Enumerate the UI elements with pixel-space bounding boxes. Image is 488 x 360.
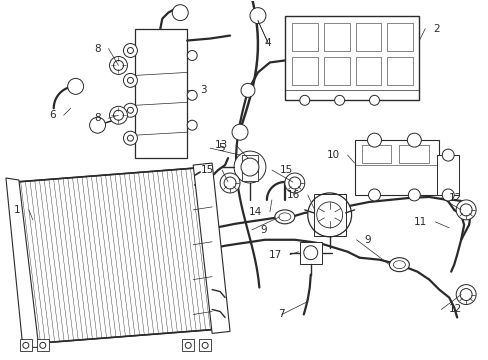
Circle shape <box>285 173 304 193</box>
Bar <box>313 194 345 236</box>
Ellipse shape <box>274 210 294 224</box>
Circle shape <box>455 200 475 220</box>
Circle shape <box>23 342 29 348</box>
Circle shape <box>127 135 133 141</box>
Circle shape <box>459 204 471 216</box>
Circle shape <box>407 189 420 201</box>
Text: 2: 2 <box>432 24 439 33</box>
Text: 11: 11 <box>413 217 427 227</box>
Bar <box>291 23 317 50</box>
Text: 15: 15 <box>201 165 214 175</box>
Circle shape <box>109 57 127 75</box>
Text: 1: 1 <box>14 205 21 215</box>
Circle shape <box>89 117 105 133</box>
Bar <box>399 145 428 163</box>
Ellipse shape <box>388 258 408 272</box>
Bar <box>291 58 317 85</box>
Circle shape <box>123 73 137 87</box>
Bar <box>135 28 187 158</box>
Circle shape <box>185 342 191 348</box>
Circle shape <box>368 189 380 201</box>
Bar <box>182 339 194 351</box>
Text: 8: 8 <box>94 113 101 123</box>
Circle shape <box>369 95 379 105</box>
Circle shape <box>187 50 197 60</box>
Circle shape <box>334 95 344 105</box>
Circle shape <box>241 158 259 176</box>
Bar <box>361 145 390 163</box>
Circle shape <box>224 177 236 189</box>
Bar <box>242 155 258 181</box>
Circle shape <box>127 48 133 54</box>
Bar <box>20 339 32 351</box>
Text: 6: 6 <box>49 110 56 120</box>
Text: 3: 3 <box>200 85 206 95</box>
Bar <box>199 339 211 351</box>
Circle shape <box>109 106 127 124</box>
Circle shape <box>220 173 240 193</box>
Text: 14: 14 <box>248 207 262 217</box>
Circle shape <box>441 149 453 161</box>
Circle shape <box>288 177 300 189</box>
Circle shape <box>455 285 475 305</box>
Bar <box>323 58 349 85</box>
Text: 17: 17 <box>268 250 281 260</box>
Bar <box>355 58 381 85</box>
Ellipse shape <box>393 261 405 269</box>
Circle shape <box>187 120 197 130</box>
Bar <box>386 23 412 50</box>
Bar <box>299 242 321 264</box>
Polygon shape <box>193 163 229 333</box>
Circle shape <box>123 44 137 58</box>
Text: 16: 16 <box>286 190 299 200</box>
Circle shape <box>40 342 46 348</box>
Circle shape <box>241 84 254 97</box>
Text: 15: 15 <box>279 165 292 175</box>
Text: 12: 12 <box>448 193 462 203</box>
Text: 9: 9 <box>364 235 370 245</box>
Circle shape <box>123 131 137 145</box>
Ellipse shape <box>278 213 290 221</box>
Text: 12: 12 <box>448 305 462 315</box>
Text: 9: 9 <box>260 225 266 235</box>
Circle shape <box>113 110 123 120</box>
Bar <box>386 58 412 85</box>
Circle shape <box>202 342 208 348</box>
Bar <box>323 23 349 50</box>
Circle shape <box>249 8 265 24</box>
Bar <box>354 140 438 195</box>
Circle shape <box>172 5 188 21</box>
Circle shape <box>299 95 309 105</box>
Circle shape <box>303 246 317 260</box>
Circle shape <box>441 189 453 201</box>
Text: 8: 8 <box>94 44 101 54</box>
Bar <box>355 23 381 50</box>
Bar <box>37 339 49 351</box>
Circle shape <box>67 78 83 94</box>
Circle shape <box>232 124 247 140</box>
Text: 13: 13 <box>214 140 227 150</box>
Circle shape <box>234 151 265 183</box>
Polygon shape <box>6 178 39 347</box>
Circle shape <box>407 133 421 147</box>
Circle shape <box>307 193 351 237</box>
Circle shape <box>127 77 133 84</box>
Text: 5: 5 <box>218 143 224 153</box>
Circle shape <box>127 107 133 113</box>
Bar <box>436 155 458 195</box>
Text: 7: 7 <box>278 310 285 319</box>
Circle shape <box>367 133 381 147</box>
Circle shape <box>187 90 197 100</box>
Polygon shape <box>16 168 215 343</box>
Text: 4: 4 <box>264 37 271 48</box>
Circle shape <box>123 103 137 117</box>
Circle shape <box>459 289 471 301</box>
Text: 10: 10 <box>326 150 339 160</box>
Circle shape <box>113 60 123 71</box>
Circle shape <box>316 202 342 228</box>
Bar <box>285 15 419 100</box>
